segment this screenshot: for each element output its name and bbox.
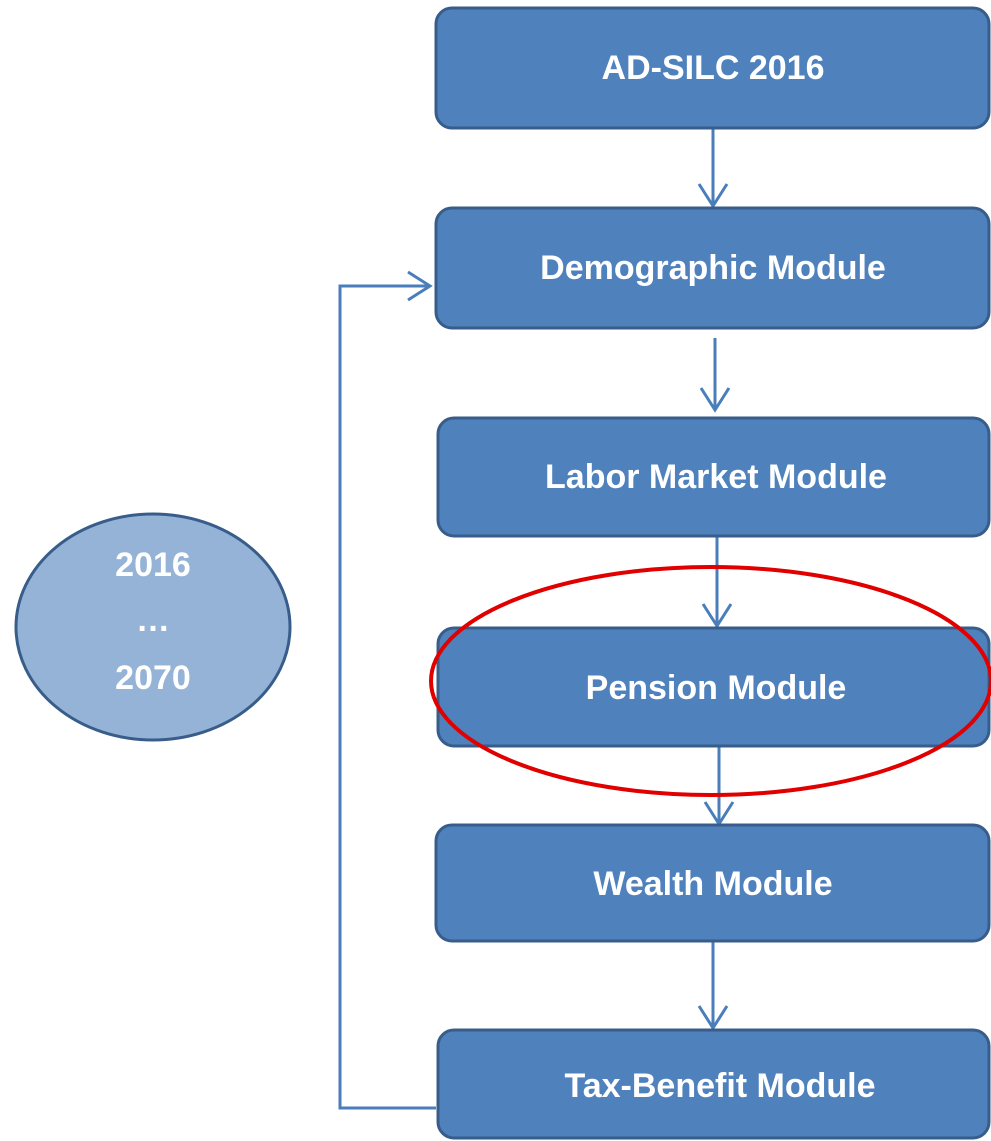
arrow: [697, 940, 729, 1031]
highlight-ellipse: [429, 565, 991, 797]
box: [434, 823, 991, 943]
arrow: [703, 747, 735, 827]
box: [436, 1028, 991, 1140]
arrow: [699, 338, 731, 413]
arrows: [338, 128, 735, 1110]
cycle-ellipsis: …: [136, 601, 170, 639]
cycle-start: 2016: [115, 546, 191, 584]
arrow: [697, 128, 729, 209]
node-label: AD-SILC 2016: [602, 49, 825, 87]
box: [436, 416, 991, 538]
node-label: Wealth Module: [593, 865, 832, 903]
cycle-ellipse: [14, 512, 292, 742]
cycle-end: 2070: [115, 659, 191, 697]
node-label: Tax-Benefit Module: [564, 1067, 875, 1105]
node-label: Demographic Module: [540, 249, 886, 287]
box: [434, 6, 991, 130]
box: [434, 206, 991, 330]
node-label: Labor Market Module: [545, 458, 887, 496]
node-label: Pension Module: [586, 669, 847, 707]
arrow: [701, 537, 733, 629]
feedback-arrow: [338, 270, 436, 1110]
